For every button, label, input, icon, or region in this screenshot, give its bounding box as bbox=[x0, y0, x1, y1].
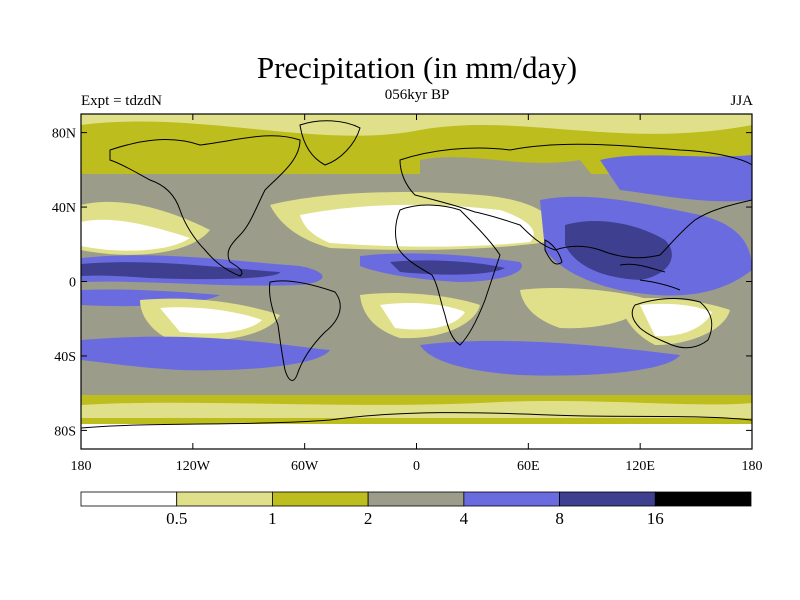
field-npac-blue bbox=[600, 155, 752, 202]
field-sio-light bbox=[520, 288, 650, 329]
colorbar: 0.5 1 2 4 8 16 bbox=[80, 491, 752, 528]
coast-eurasia bbox=[399, 143, 752, 259]
field-sepac-white bbox=[160, 307, 262, 334]
lat-tick-label: 80S bbox=[54, 424, 76, 439]
coast-antarctica bbox=[81, 412, 752, 429]
colorbar-swatch bbox=[367, 491, 465, 507]
colorbar-swatch bbox=[80, 491, 178, 507]
lon-tick-label: 120W bbox=[176, 459, 211, 474]
lon-tick-label: 60W bbox=[291, 459, 319, 474]
latitude-labels: 80N 40N 0 40S 80S bbox=[52, 127, 752, 439]
lat-tick-label: 40N bbox=[52, 201, 76, 216]
colorbar-swatch bbox=[272, 491, 369, 507]
colorbar-label: 4 bbox=[460, 509, 469, 528]
longitude-labels: 180 120W 60W 0 60E 120E 180 bbox=[71, 114, 763, 474]
lon-tick-label: 0 bbox=[413, 459, 420, 474]
field-sahara-white bbox=[300, 204, 534, 247]
colorbar-swatch bbox=[654, 491, 752, 507]
colorbar-label: 8 bbox=[555, 509, 564, 528]
coast-greenland bbox=[299, 120, 361, 166]
field-storm-io bbox=[420, 340, 680, 376]
coast-maritime bbox=[619, 263, 681, 291]
field-antarctic-light bbox=[81, 401, 752, 418]
colorbar-label: 16 bbox=[647, 509, 664, 528]
experiment-label: Expt = tdzdN bbox=[81, 93, 162, 109]
field-monsoon-core bbox=[565, 220, 672, 280]
coast-south-america bbox=[269, 280, 341, 381]
lat-tick-label: 80N bbox=[52, 127, 76, 142]
coast-north-america bbox=[109, 135, 301, 277]
field-itcz-pac-core bbox=[81, 262, 280, 280]
lat-tick-label: 40S bbox=[54, 350, 76, 365]
map-field bbox=[81, 114, 752, 449]
field-eurasia-grey bbox=[420, 157, 600, 189]
colorbar-swatch bbox=[463, 491, 560, 507]
coast-australia bbox=[631, 297, 713, 349]
colorbar-swatch bbox=[176, 491, 273, 507]
season-label: JJA bbox=[730, 93, 753, 109]
lat-tick-label: 0 bbox=[69, 276, 76, 291]
coast-india bbox=[544, 239, 563, 265]
colorbar-label: 2 bbox=[364, 509, 373, 528]
field-north-light bbox=[81, 114, 752, 136]
lon-tick-label: 180 bbox=[742, 459, 763, 474]
coast-africa bbox=[395, 204, 501, 346]
period-label: 056kyr BP bbox=[384, 87, 450, 103]
colorbar-label: 1 bbox=[268, 509, 277, 528]
field-npac-white bbox=[81, 219, 190, 251]
lon-tick-label: 180 bbox=[71, 459, 92, 474]
lon-tick-label: 120E bbox=[625, 459, 655, 474]
field-itcz-atl-core bbox=[390, 260, 505, 275]
field-australia-white bbox=[640, 303, 712, 337]
coastlines bbox=[81, 120, 752, 429]
lon-tick-label: 60E bbox=[517, 459, 540, 474]
colorbar-label: 0.5 bbox=[166, 509, 187, 528]
map-title: Precipitation (in mm/day) bbox=[256, 50, 578, 85]
colorbar-swatch bbox=[559, 491, 656, 507]
field-storm-pac bbox=[81, 336, 330, 371]
